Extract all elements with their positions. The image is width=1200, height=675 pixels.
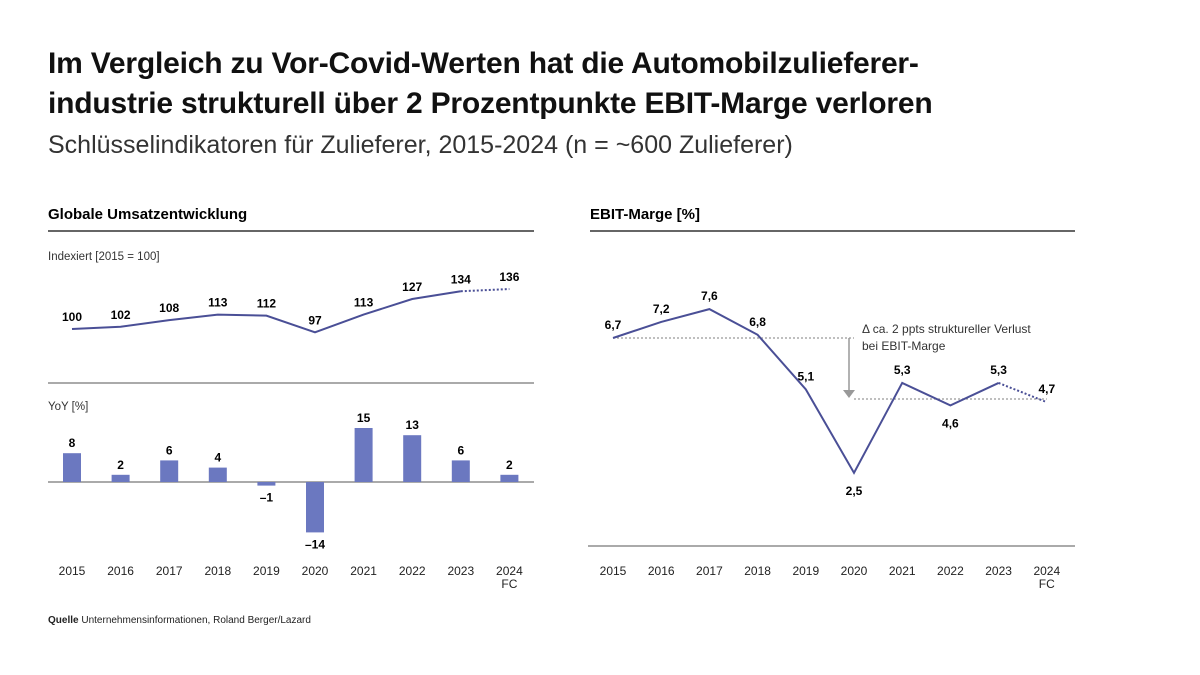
yoy-bar-label: 15 <box>357 411 371 425</box>
ebit-margin-label: 4,6 <box>942 416 959 430</box>
ebit-annotation-line-1: Δ ca. 2 ppts struktureller Verlust <box>862 322 1031 336</box>
yoy-bar <box>257 482 276 486</box>
ebit-x-tick: 2019 <box>792 564 819 578</box>
revenue-x-tick: 2023 <box>447 564 474 578</box>
yoy-bar-label: 4 <box>214 451 221 465</box>
ebit-margin-forecast-line <box>998 382 1048 404</box>
ebit-margin-label: 7,6 <box>701 289 718 303</box>
revenue-x-tick: 2024 <box>496 564 523 578</box>
yoy-bar-label: –1 <box>260 491 274 505</box>
yoy-bar <box>208 467 227 482</box>
ebit-margin-line <box>612 308 1000 475</box>
yoy-bar <box>354 428 373 482</box>
revenue-x-sublabel: FC <box>501 577 517 591</box>
ebit-x-tick: 2021 <box>889 564 916 578</box>
yoy-bar-label: 6 <box>166 443 173 457</box>
revenue-panel-title: Globale Umsatzentwicklung <box>48 206 247 223</box>
ebit-x-tick: 2024 <box>1033 564 1060 578</box>
revenue-x-tick: 2017 <box>156 564 183 578</box>
yoy-bar-label: 2 <box>117 458 124 472</box>
ebit-annotation-line-2: bei EBIT-Marge <box>862 339 946 353</box>
ebit-margin-label: 2,5 <box>846 484 863 498</box>
yoy-bar <box>500 474 519 482</box>
revenue-index-label: 136 <box>499 270 519 284</box>
yoy-bar-label: 6 <box>457 443 464 457</box>
ebit-x-sublabel: FC <box>1039 577 1055 591</box>
ebit-margin-label: 5,3 <box>990 363 1007 377</box>
revenue-index-forecast-line <box>460 288 510 293</box>
yoy-bar <box>63 453 81 482</box>
revenue-x-tick: 2016 <box>107 564 134 578</box>
yoy-bar-label: 8 <box>69 436 76 450</box>
page-subtitle: Schlüsselindikatoren für Zulieferer, 201… <box>48 131 793 159</box>
revenue-index-label: 108 <box>159 301 179 315</box>
revenue-index-label: 102 <box>111 308 131 322</box>
ebit-x-tick: 2015 <box>600 564 627 578</box>
ebit-x-tick: 2018 <box>744 564 771 578</box>
title-line-2: industrie strukturell über 2 Prozentpunk… <box>48 87 933 120</box>
ebit-x-tick: 2017 <box>696 564 723 578</box>
revenue-x-tick: 2018 <box>204 564 231 578</box>
title-line-1: Im Vergleich zu Vor-Covid-Werten hat die… <box>48 47 919 80</box>
revenue-x-tick: 2021 <box>350 564 377 578</box>
revenue-index-label: 100 <box>62 310 82 324</box>
ebit-margin-label: 7,2 <box>653 302 670 316</box>
revenue-index-label: 113 <box>208 296 228 310</box>
ebit-margin-label: 6,7 <box>605 318 622 332</box>
page-title: Im Vergleich zu Vor-Covid-Werten hat die… <box>48 44 933 124</box>
yoy-bar-label: –14 <box>305 537 325 551</box>
ebit-x-tick: 2016 <box>648 564 675 578</box>
delta-arrow-icon <box>843 389 855 398</box>
yoy-bar <box>403 435 422 482</box>
ebit-margin-label: 4,7 <box>1038 382 1055 396</box>
source-text: Unternehmensinformationen, Roland Berger… <box>81 615 311 626</box>
revenue-index-label: 97 <box>308 313 322 327</box>
revenue-index-label: 113 <box>354 296 374 310</box>
revenue-x-tick: 2015 <box>59 564 86 578</box>
ebit-margin-label: 5,1 <box>797 369 814 383</box>
yoy-bar <box>306 482 324 533</box>
yoy-bar-label: 13 <box>406 418 420 432</box>
yoy-bar <box>451 460 470 482</box>
revenue-x-tick: 2022 <box>399 564 426 578</box>
revenue-x-tick: 2020 <box>302 564 329 578</box>
yoy-bar <box>160 460 179 482</box>
yoy-ylabel: YoY [%] <box>48 401 88 413</box>
index-ylabel: Indexiert [2015 = 100] <box>48 251 160 263</box>
ebit-margin-label: 5,3 <box>894 363 911 377</box>
ebit-panel-title: EBIT-Marge [%] <box>590 206 700 223</box>
ebit-x-tick: 2022 <box>937 564 964 578</box>
revenue-x-tick: 2019 <box>253 564 280 578</box>
revenue-index-label: 134 <box>451 272 471 286</box>
revenue-index-label: 112 <box>257 297 277 311</box>
source-note: Quelle Unternehmensinformationen, Roland… <box>48 615 311 626</box>
revenue-index-line <box>71 290 461 334</box>
revenue-index-label: 127 <box>402 280 422 294</box>
ebit-x-tick: 2023 <box>985 564 1012 578</box>
yoy-bar-label: 2 <box>506 458 513 472</box>
yoy-bar <box>111 474 130 482</box>
ebit-margin-label: 6,8 <box>749 315 766 329</box>
source-label: Quelle <box>48 615 79 626</box>
ebit-x-tick: 2020 <box>841 564 868 578</box>
